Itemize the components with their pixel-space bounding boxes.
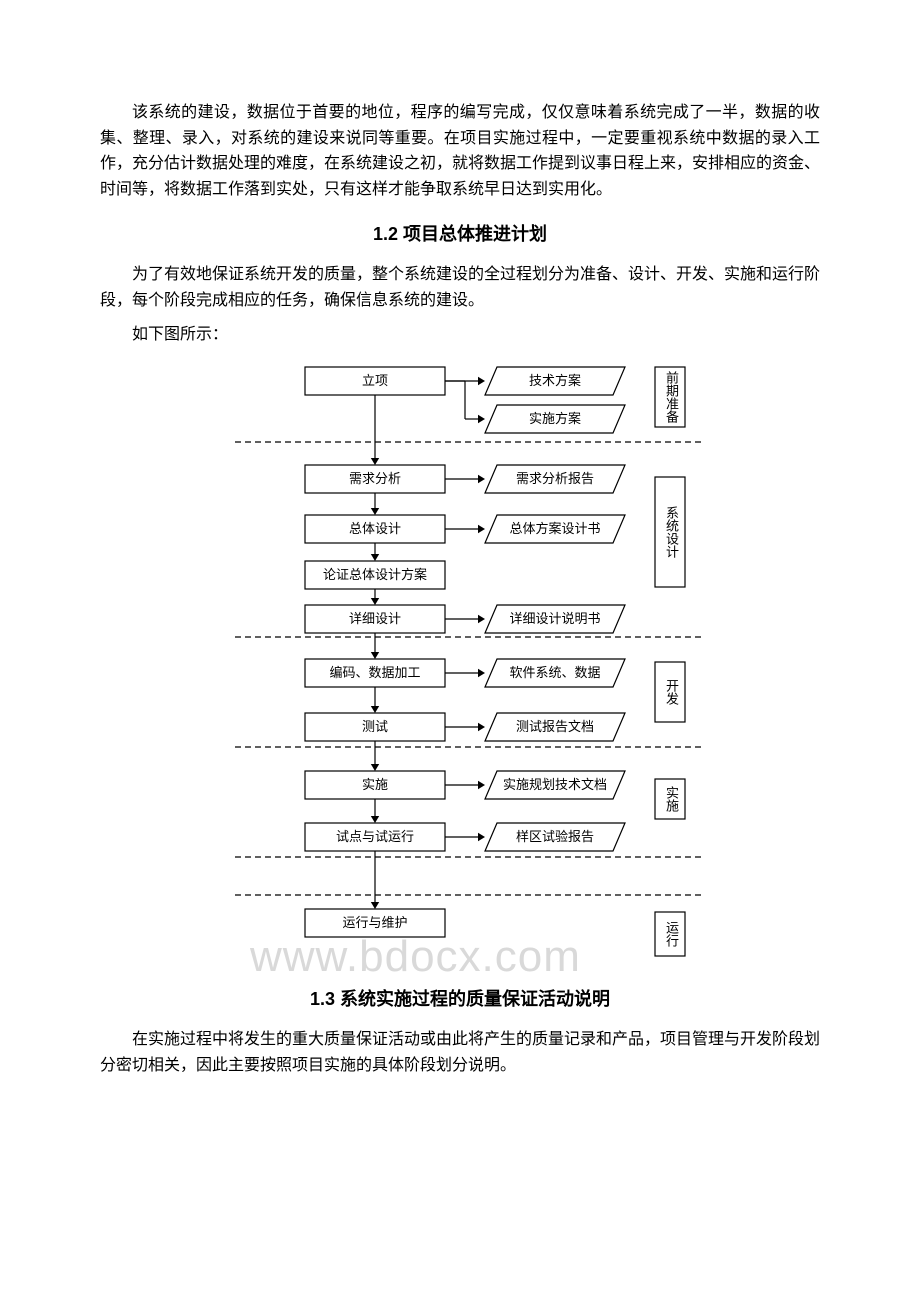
- proc-xx-label: 详细设计: [349, 611, 401, 626]
- proc-lx-label: 立项: [362, 373, 388, 388]
- doc-js-label: 技术方案: [529, 373, 581, 388]
- heading-1-3: 1.3 系统实施过程的质量保证活动说明: [100, 985, 820, 1011]
- proc-sd-label: 试点与试运行: [336, 829, 414, 844]
- heading-1-2: 1.2 项目总体推进计划: [100, 220, 820, 246]
- flowchart-wrapper: www.bdocx.com 前期准备系统设计开发实施运行立项需求分析总体设计论证…: [100, 357, 820, 967]
- phase-0-label: 前期准备: [664, 371, 679, 425]
- phase-1-label: 系统设计: [664, 506, 679, 558]
- phase-2-label: 开发: [664, 679, 679, 705]
- paragraph-1-3: 在实施过程中将发生的重大质量保证活动或由此将产生的质量记录和产品，项目管理与开发…: [100, 1027, 820, 1078]
- doc-ssf-label: 实施方案: [529, 411, 581, 426]
- doc-ssg-label: 实施规划技术文档: [503, 777, 607, 792]
- phase-3-label: 实施: [664, 786, 679, 812]
- paragraph-1-2a: 为了有效地保证系统开发的质量，整个系统建设的全过程划分为准备、设计、开发、实施和…: [100, 262, 820, 313]
- proc-ss-label: 实施: [362, 777, 388, 792]
- phase-4-label: 运行: [664, 921, 679, 948]
- doc-ztb-label: 总体方案设计书: [509, 521, 600, 536]
- proc-bm-label: 编码、数据加工: [329, 665, 420, 680]
- doc-yqb-label: 样区试验报告: [516, 829, 594, 844]
- project-flowchart: 前期准备系统设计开发实施运行 立项需求分析总体设计论证总体设计方案详细设计编码、数…: [205, 357, 715, 967]
- proc-lz-label: 论证总体设计方案: [323, 567, 427, 582]
- doc-xxb-label: 详细设计说明书: [509, 611, 600, 626]
- proc-xq-label: 需求分析: [349, 471, 401, 486]
- doc-rj-label: 软件系统、数据: [509, 665, 600, 680]
- proc-yx-label: 运行与维护: [342, 915, 407, 930]
- paragraph-1-2b: 如下图所示：: [100, 322, 820, 348]
- paragraph-intro: 该系统的建设，数据位于首要的地位，程序的编写完成，仅仅意味着系统完成了一半，数据…: [100, 100, 820, 202]
- doc-xqb-label: 需求分析报告: [516, 471, 594, 486]
- doc-csb-label: 测试报告文档: [516, 719, 594, 734]
- proc-zt-label: 总体设计: [349, 521, 401, 536]
- proc-cs-label: 测试: [362, 719, 388, 734]
